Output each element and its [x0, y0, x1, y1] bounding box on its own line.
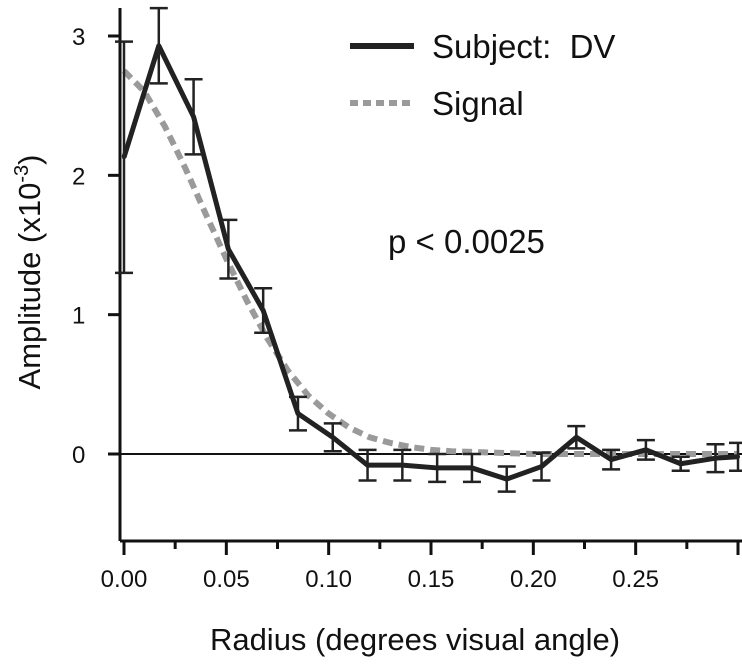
- x-tick-label: 0.10: [305, 566, 352, 593]
- y-tick-label: 3: [72, 24, 85, 51]
- x-tick-label: 0.15: [408, 566, 455, 593]
- data-point: [539, 464, 544, 469]
- data-point: [609, 457, 614, 462]
- data-point: [736, 454, 740, 459]
- data-point: [122, 155, 126, 160]
- data-point: [469, 465, 474, 470]
- y-tick-label: 1: [72, 303, 85, 330]
- data-point: [365, 463, 370, 468]
- x-axis-title: Radius (degrees visual angle): [210, 622, 620, 657]
- p-value-annotation: p < 0.0025: [388, 223, 545, 260]
- y-tick-label: 0: [72, 442, 85, 469]
- x-tick-label: 0.05: [203, 566, 250, 593]
- y-axis-title-close: ): [12, 155, 47, 165]
- data-point: [713, 456, 718, 461]
- data-point: [678, 461, 683, 466]
- data-point: [504, 477, 509, 482]
- data-point: [574, 435, 579, 440]
- data-point: [330, 435, 335, 440]
- legend-label-subject: Subject: DV: [432, 28, 615, 65]
- series-line-subject: [121, 43, 739, 482]
- x-tick-label: 0.20: [510, 566, 557, 593]
- data-point: [261, 308, 266, 313]
- y-axis-title-superscript: -3: [11, 165, 33, 183]
- legend-label-signal: Signal: [432, 85, 524, 122]
- data-point: [643, 447, 648, 452]
- x-tick-label: 0.00: [101, 566, 148, 593]
- y-axis-title-main: Amplitude (x10: [12, 183, 47, 390]
- y-axis-title: Amplitude (x10-3): [11, 155, 47, 390]
- data-point: [295, 411, 300, 416]
- x-axis: 0.00 0.05 0.10 0.15 0.20 0.25: [101, 539, 742, 593]
- y-axis: 0 1 2 3: [72, 8, 122, 541]
- data-point: [156, 43, 161, 48]
- data-point: [191, 114, 196, 119]
- data-point: [435, 465, 440, 470]
- legend: Subject: DV Signal: [350, 28, 615, 122]
- data-point: [400, 463, 405, 468]
- data-point: [226, 247, 231, 252]
- y-tick-label: 2: [72, 163, 85, 190]
- x-tick-label: 0.25: [612, 566, 659, 593]
- series-line-signal: [121, 68, 738, 457]
